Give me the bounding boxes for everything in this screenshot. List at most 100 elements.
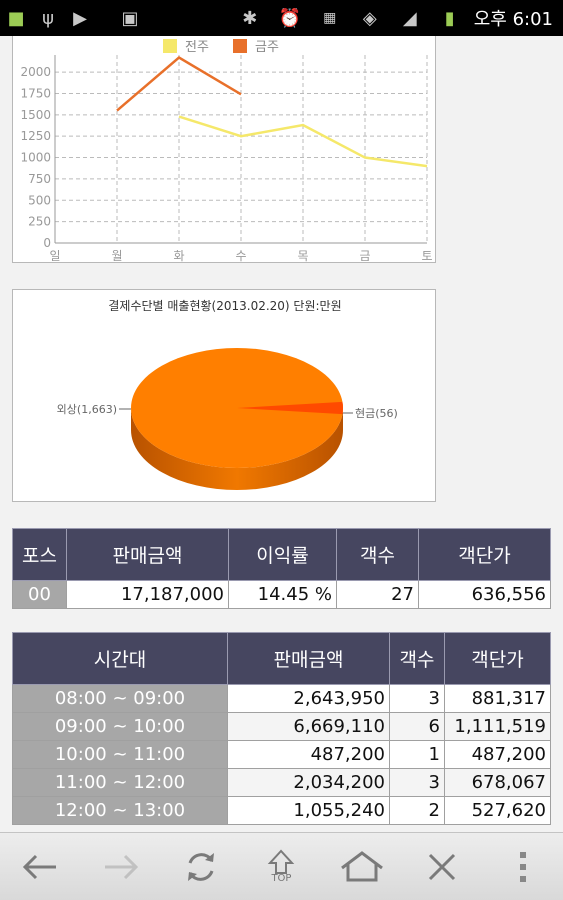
col-customers: 객수 xyxy=(389,632,445,685)
customers-cell: 2 xyxy=(389,796,445,825)
forward-button[interactable] xyxy=(91,837,151,897)
image-icon: ▣ xyxy=(121,7,139,29)
legend-swatch-prev-week xyxy=(163,39,177,53)
play-icon: ▶ xyxy=(73,7,87,29)
table-row[interactable]: 00 17,187,000 14.45 % 27 636,556 xyxy=(12,580,551,609)
back-button[interactable] xyxy=(10,837,70,897)
home-button[interactable] xyxy=(332,837,392,897)
sales-cell: 487,200 xyxy=(227,740,390,769)
x-tick-label: 금 xyxy=(359,249,370,263)
table-row[interactable]: 12:00 ~ 13:00 1,055,240 2 527,620 xyxy=(12,796,551,825)
col-sales: 판매금액 xyxy=(227,632,390,685)
table-row[interactable]: 08:00 ~ 09:00 2,643,950 3 881,317 xyxy=(12,684,551,713)
avg-price-cell: 527,620 xyxy=(444,796,551,825)
series-line-0 xyxy=(178,115,428,168)
x-tick-label: 화 xyxy=(173,249,184,263)
close-icon xyxy=(429,853,456,880)
col-avg-price: 객단가 xyxy=(418,528,551,581)
top-icon xyxy=(268,849,295,874)
refresh-button[interactable] xyxy=(171,837,231,897)
page-content[interactable]: 전주 금주 0 250 500 750 1000 1250 1500 1750 2000 일 월 화 수… xyxy=(0,36,563,832)
y-tick-label: 1000 xyxy=(20,151,51,165)
pie-chart-svg: 결제수단별 매출현황(2013.02.20) 단원:만원 외상(1,663) 현금… xyxy=(57,299,398,490)
legend-swatch-this-week xyxy=(233,39,247,53)
sales-cell: 6,669,110 xyxy=(227,712,390,741)
table-row[interactable]: 09:00 ~ 10:00 6,669,110 6 1,111,519 xyxy=(12,712,551,741)
x-tick-label: 일 xyxy=(49,249,60,263)
x-tick-label: 목 xyxy=(297,249,308,263)
top-label: TOP xyxy=(271,873,292,884)
payment-method-chart: 결제수단별 매출현황(2013.02.20) 단원:만원 외상(1,663) 현금… xyxy=(12,289,436,502)
y-tick-label: 0 xyxy=(43,236,51,250)
x-tick-label: 월 xyxy=(111,249,122,263)
sales-cell: 17,187,000 xyxy=(66,580,229,609)
y-tick-label: 1500 xyxy=(20,108,51,122)
menu-icon xyxy=(519,851,526,882)
avg-price-cell: 1,111,519 xyxy=(444,712,551,741)
col-sales: 판매금액 xyxy=(66,528,229,581)
pie-side xyxy=(131,408,343,490)
avg-price-cell: 678,067 xyxy=(444,768,551,797)
menu-button[interactable] xyxy=(493,837,553,897)
y-tick-label: 1750 xyxy=(20,86,51,100)
pie-title: 결제수단별 매출현황(2013.02.20) 단원:만원 xyxy=(108,299,341,313)
hourly-header-row: 시간대 판매금액 객수 객단가 xyxy=(12,632,551,685)
time-slot-cell: 08:00 ~ 09:00 xyxy=(12,684,228,713)
signal-icon: ◢ xyxy=(402,7,417,29)
close-button[interactable] xyxy=(412,837,472,897)
time-slot-cell: 11:00 ~ 12:00 xyxy=(12,768,228,797)
back-icon xyxy=(23,854,57,879)
col-customers: 객수 xyxy=(336,528,419,581)
home-icon xyxy=(340,850,383,881)
margin-cell: 14.45 % xyxy=(228,580,337,609)
col-time-slot: 시간대 xyxy=(12,632,228,685)
y-tick-label: 500 xyxy=(28,193,51,207)
customers-cell: 27 xyxy=(336,580,419,609)
pos-cell: 00 xyxy=(12,580,67,609)
bluetooth-icon: ✱ xyxy=(242,7,258,29)
android-icon: ■ xyxy=(7,7,25,29)
hourly-sales-table: 시간대 판매금액 객수 객단가 08:00 ~ 09:00 2,643,950 … xyxy=(12,632,551,825)
top-button[interactable]: TOP xyxy=(251,837,311,897)
data-icon: ▦ xyxy=(323,10,337,26)
x-tick-label: 수 xyxy=(235,249,246,263)
pie-slice-1 xyxy=(237,401,343,415)
customers-cell: 3 xyxy=(389,684,445,713)
pie-label-1: 현금(56) xyxy=(355,407,398,420)
y-tick-label: 250 xyxy=(28,215,51,229)
usb-icon: ψ xyxy=(42,7,54,29)
x-tick-label: 토 xyxy=(421,249,432,263)
y-tick-label: 2000 xyxy=(20,65,51,79)
wifi-icon: ◈ xyxy=(362,7,377,29)
status-time: 오후 6:01 xyxy=(473,9,553,30)
time-slot-cell: 10:00 ~ 11:00 xyxy=(12,740,228,769)
series-line-1 xyxy=(116,56,242,112)
col-avg-price: 객단가 xyxy=(444,632,551,685)
table-row[interactable]: 10:00 ~ 11:00 487,200 1 487,200 xyxy=(12,740,551,769)
forward-icon xyxy=(104,854,138,879)
y-tick-label: 750 xyxy=(28,172,51,186)
summary-header-row: 포스 판매금액 이익률 객수 객단가 xyxy=(12,528,551,581)
time-slot-cell: 09:00 ~ 10:00 xyxy=(12,712,228,741)
customers-cell: 3 xyxy=(389,768,445,797)
battery-icon: ▮ xyxy=(444,7,455,29)
avg-price-cell: 881,317 xyxy=(444,684,551,713)
line-chart-svg: 전주 금주 0 250 500 750 1000 1250 1500 1750 2000 일 월 화 수… xyxy=(20,39,433,263)
weekly-sales-chart: 전주 금주 0 250 500 750 1000 1250 1500 1750 2000 일 월 화 수… xyxy=(12,36,436,263)
refresh-icon xyxy=(188,852,215,881)
pos-summary-table: 포스 판매금액 이익률 객수 객단가 00 17,187,000 14.45 %… xyxy=(12,528,551,609)
legend-label-this-week: 금주 xyxy=(255,40,279,55)
pie-label-0: 외상(1,663) xyxy=(57,403,117,416)
browser-toolbar: TOP xyxy=(0,832,563,900)
avg-price-cell: 636,556 xyxy=(418,580,551,609)
sales-cell: 2,643,950 xyxy=(227,684,390,713)
time-slot-cell: 12:00 ~ 13:00 xyxy=(12,796,228,825)
avg-price-cell: 487,200 xyxy=(444,740,551,769)
y-tick-label: 1250 xyxy=(20,129,51,143)
col-margin: 이익률 xyxy=(228,528,337,581)
sales-cell: 2,034,200 xyxy=(227,768,390,797)
col-pos: 포스 xyxy=(12,528,67,581)
table-row[interactable]: 11:00 ~ 12:00 2,034,200 3 678,067 xyxy=(12,768,551,797)
legend-label-prev-week: 전주 xyxy=(185,40,209,55)
alarm-icon: ⏰ xyxy=(278,7,301,29)
